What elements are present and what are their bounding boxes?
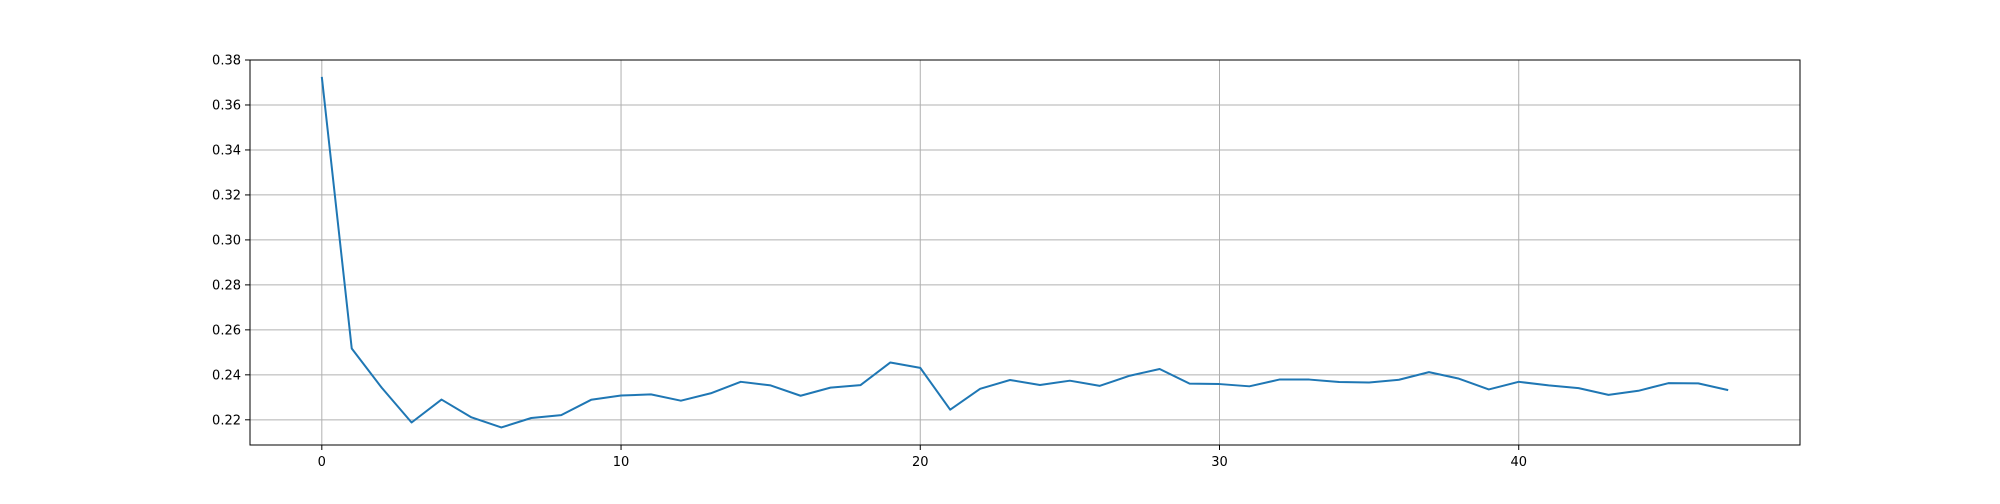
x-tick-label: 0 <box>318 455 326 470</box>
x-tick-label: 10 <box>613 455 630 470</box>
y-tick-label: 0.38 <box>212 54 241 69</box>
y-tick-label: 0.34 <box>212 143 241 158</box>
x-tick-label: 30 <box>1211 455 1228 470</box>
series-line <box>320 76 1729 429</box>
y-tick-label: 0.28 <box>212 278 241 293</box>
x-axis: 0 10 20 30 40 <box>318 445 1527 470</box>
y-tick-label: 0.36 <box>212 98 241 113</box>
y-tick-label: 0.32 <box>212 188 241 203</box>
y-tick-label: 0.22 <box>212 413 241 428</box>
plot-area-frame <box>249 59 1801 446</box>
y-axis: 0.22 0.24 0.26 0.28 0.30 0.32 0.34 0.36 0.38 <box>212 54 250 428</box>
y-tick-label: 0.26 <box>212 323 241 338</box>
series-layer <box>320 76 1729 429</box>
x-tick-label: 40 <box>1510 455 1527 470</box>
x-tick-label: 20 <box>912 455 929 470</box>
y-tick-label: 0.24 <box>212 368 241 383</box>
y-tick-label: 0.30 <box>212 233 241 248</box>
